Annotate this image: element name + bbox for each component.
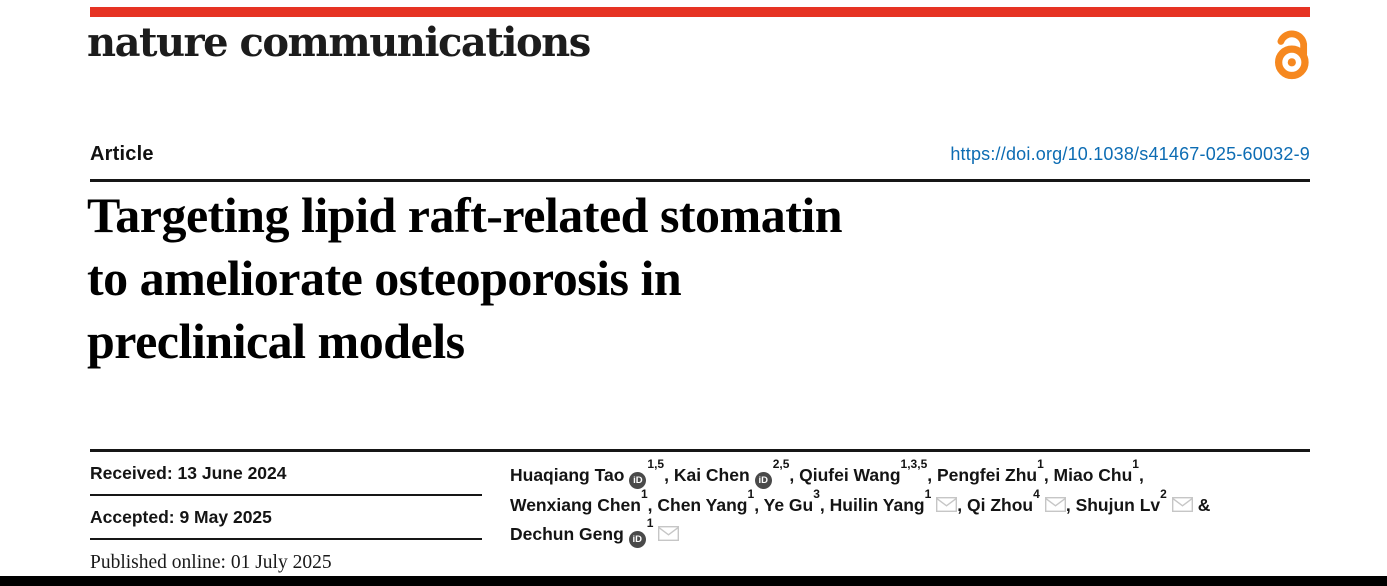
author-affiliation-superscript: 2 [1160,486,1167,501]
author-name: Pengfei Zhu [936,465,1038,485]
orcid-icon[interactable]: iD [754,472,772,490]
author-name: Huaqiang Tao [510,465,625,485]
author: Kai Chen iD2,5 [673,458,789,490]
author-list: Huaqiang Tao iD1,5, Kai Chen iD2,5, Qiufei… [510,452,1310,550]
article-meta-row: Article https://doi.org/10.1038/s41467-0… [90,143,1310,166]
author-affiliation-superscript: 1 [1037,457,1044,472]
author: Shujun Lv2 [1075,488,1193,515]
journal-logo: nature communications [87,19,591,66]
author-affiliation-superscript: 1 [924,486,932,501]
author-name: Kai Chen [673,465,750,485]
author: Miao Chu1 [1053,458,1139,485]
received-date: Received: 13 June 2024 [90,452,482,496]
article-divider-rule [90,179,1310,182]
author-name: Ye Gu [763,494,814,515]
brand-bar [90,7,1310,17]
author: Qiufei Wang1,3,5 [799,458,927,485]
author-affiliation-superscript: 1 [640,486,648,501]
author: Dechun Geng iD1 [510,517,680,549]
article-title: Targeting lipid raft-related stomatin to… [87,184,1177,373]
author-affiliation-superscript: 1 [1132,457,1139,472]
author-affiliation-superscript: 1,5 [647,457,665,472]
article-category-label: Article [90,143,154,165]
page-bottom-bar [0,576,1387,586]
author: Huilin Yang1 [829,488,958,515]
article-title-line: Targeting lipid raft-related stomatin [87,187,843,243]
email-icon[interactable] [1044,496,1066,512]
doi-link[interactable]: https://doi.org/10.1038/s41467-025-60032… [950,144,1310,164]
author-name: Dechun Geng [510,524,624,544]
author: Huaqiang Tao iD1,5 [510,458,664,490]
published-online-date: Published online: 01 July 2025 [90,552,332,573]
author-name: Shujun Lv [1075,494,1161,515]
article-title-line: to ameliorate osteoporosis in [87,250,682,306]
author-affiliation-superscript: 1 [646,516,654,531]
author-name: Wenxiang Chen [510,494,641,515]
author-name: Qi Zhou [967,494,1034,515]
author-name: Miao Chu [1053,465,1133,485]
author-affiliation-superscript: 3 [813,486,820,501]
author: Qi Zhou4 [967,488,1066,515]
orcid-icon[interactable]: iD [629,472,647,490]
email-icon[interactable] [936,496,958,512]
author-name: Huilin Yang [829,494,925,515]
article-title-line: preclinical models [87,313,465,369]
author-affiliation-superscript: 4 [1033,486,1040,501]
history-dates: Received: 13 June 2024 Accepted: 9 May 2… [90,452,482,584]
author: Chen Yang1 [657,488,754,515]
author-name: Qiufei Wang [799,465,901,485]
author: Ye Gu3 [763,488,820,515]
author-affiliation-superscript: 1,3,5 [900,457,928,472]
orcid-icon[interactable]: iD [628,531,646,549]
author-name: Chen Yang [657,494,748,515]
email-icon[interactable] [658,525,680,542]
author: Pengfei Zhu1 [936,458,1044,485]
email-icon[interactable] [1171,496,1193,512]
author: Wenxiang Chen1 [510,488,648,515]
accepted-date: Accepted: 9 May 2025 [90,496,482,540]
author-affiliation-superscript: 2,5 [772,457,790,472]
author-affiliation-superscript: 1 [747,486,755,501]
open-access-icon [1275,30,1309,80]
article-info-section: Received: 13 June 2024 Accepted: 9 May 2… [90,449,1310,584]
